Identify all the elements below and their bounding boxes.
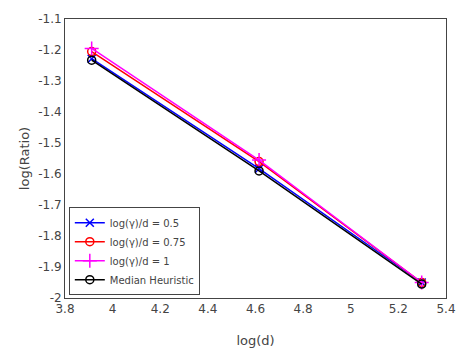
- svg-text:4.8: 4.8: [294, 302, 313, 316]
- svg-text:5.2: 5.2: [389, 302, 408, 316]
- svg-text:log(Ratio): log(Ratio): [17, 127, 32, 190]
- svg-text:4.2: 4.2: [151, 302, 170, 316]
- svg-text:-2: -2: [50, 291, 62, 305]
- svg-text:5.4: 5.4: [436, 302, 455, 316]
- svg-text:5: 5: [347, 302, 355, 316]
- svg-text:log(γ)/d = 0.5: log(γ)/d = 0.5: [110, 218, 179, 229]
- svg-text:-1.1: -1.1: [38, 12, 61, 26]
- svg-text:Median Heuristic: Median Heuristic: [110, 275, 194, 286]
- svg-text:-1.5: -1.5: [38, 136, 61, 150]
- svg-text:log(d): log(d): [236, 333, 274, 348]
- svg-text:log(γ)/d = 1: log(γ)/d = 1: [110, 256, 170, 267]
- svg-text:4.4: 4.4: [198, 302, 217, 316]
- svg-text:-1.3: -1.3: [38, 74, 61, 88]
- svg-text:-1.6: -1.6: [38, 167, 61, 181]
- svg-text:4.6: 4.6: [246, 302, 265, 316]
- svg-text:-1.4: -1.4: [38, 105, 61, 119]
- svg-text:log(γ)/d = 0.75: log(γ)/d = 0.75: [110, 237, 186, 248]
- svg-text:4: 4: [109, 302, 117, 316]
- svg-text:-1.9: -1.9: [38, 260, 61, 274]
- svg-text:-1.7: -1.7: [38, 198, 61, 212]
- svg-text:3.8: 3.8: [55, 302, 74, 316]
- svg-text:-1.8: -1.8: [38, 229, 61, 243]
- svg-text:-1.2: -1.2: [38, 43, 61, 57]
